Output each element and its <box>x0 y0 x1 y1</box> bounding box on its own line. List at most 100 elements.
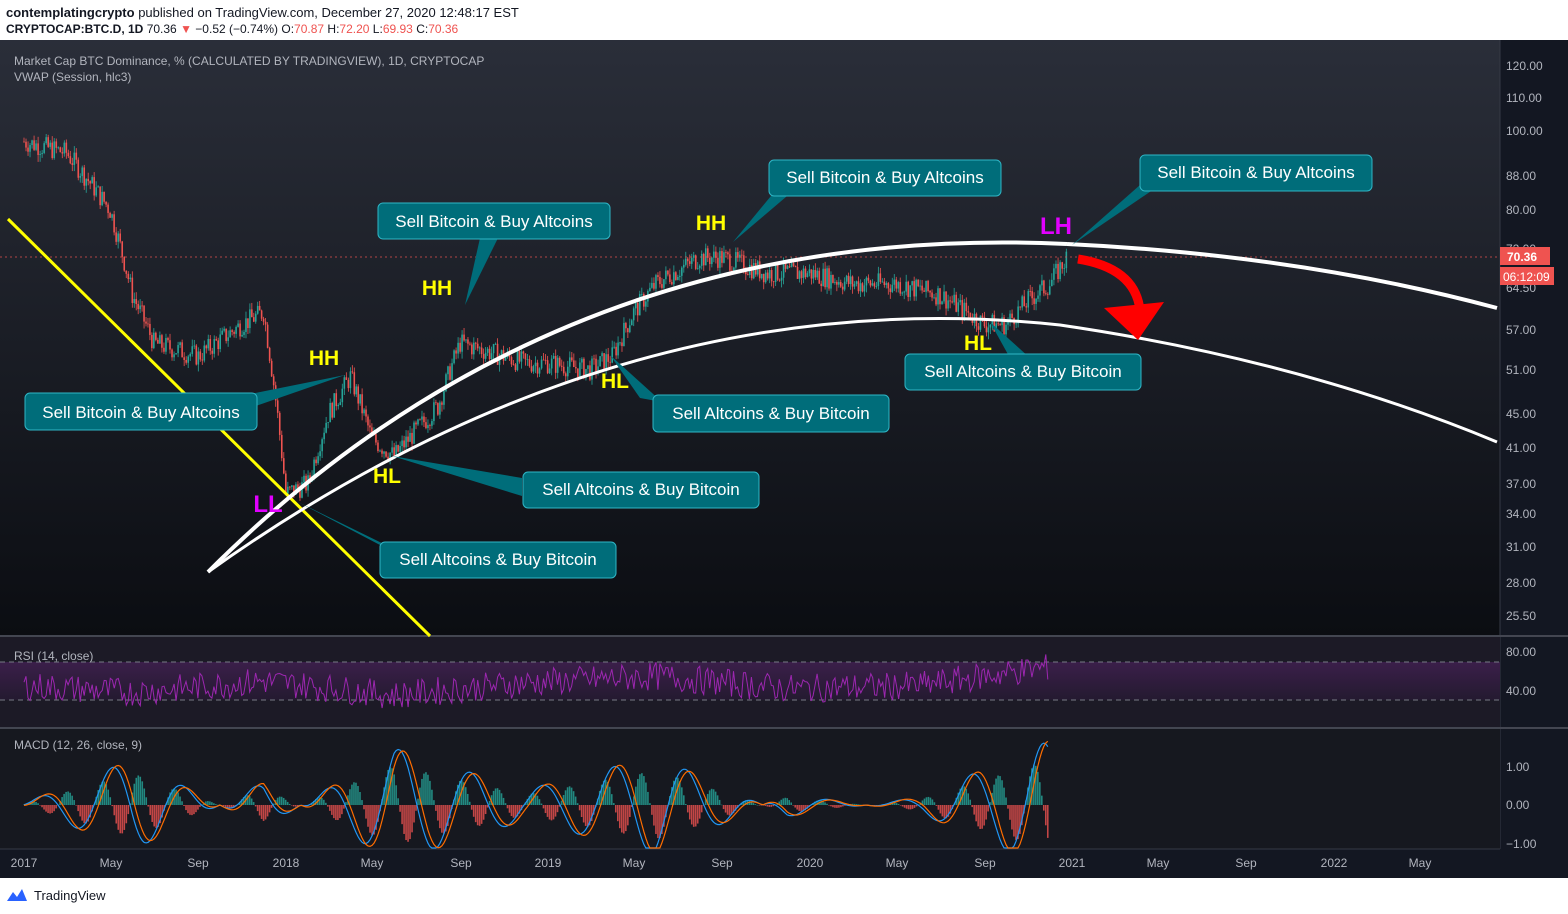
macd-bar <box>941 805 944 817</box>
candle-body <box>857 281 860 292</box>
upper-arc-left[interactable] <box>206 240 1068 574</box>
candle-body <box>496 343 499 365</box>
macd-bar <box>852 803 854 805</box>
candle-body <box>1029 291 1031 292</box>
macd-bar <box>353 782 355 805</box>
tradingview-logo[interactable]: TradingView <box>6 887 106 903</box>
macd-bar <box>985 805 987 820</box>
candle-body <box>571 357 573 361</box>
callout-sell-alt-1[interactable]: Sell Altcoins & Buy Bitcoin <box>904 353 1142 391</box>
upper-arc-right[interactable] <box>1066 242 1498 310</box>
candle-body <box>899 282 902 294</box>
candle-body <box>123 256 126 271</box>
time-label: Sep <box>1235 856 1257 870</box>
main-pane[interactable] <box>0 40 1500 636</box>
marker-lh: LH <box>1040 213 1072 240</box>
candle-body <box>983 317 986 327</box>
candle-body <box>264 321 267 325</box>
candle-body <box>937 288 939 305</box>
candle-body <box>111 214 113 218</box>
macd-bar <box>1015 805 1017 840</box>
macd-bar <box>427 774 429 805</box>
candle-body <box>401 440 403 447</box>
author-name[interactable]: contemplatingcrypto <box>6 5 135 20</box>
candle-body <box>546 360 549 374</box>
macd-bar <box>643 776 645 805</box>
macd-bar <box>836 805 838 808</box>
candle-body <box>832 274 834 283</box>
macd-bar <box>488 800 491 805</box>
candle-body <box>663 279 665 288</box>
macd-bar <box>949 805 952 814</box>
macd-bar <box>834 805 836 808</box>
macd-bar <box>341 805 343 815</box>
macd-bar <box>997 775 999 805</box>
macd-bar <box>139 776 142 805</box>
candle-body <box>339 402 342 406</box>
candle-body <box>786 266 789 269</box>
macd-bar <box>572 791 575 805</box>
price-scale[interactable] <box>1500 40 1568 878</box>
vwap-legend[interactable]: VWAP (Session, hlc3) <box>14 70 131 84</box>
time-axis[interactable] <box>0 849 1568 878</box>
macd-bar <box>989 802 991 805</box>
macd-legend[interactable]: MACD (12, 26, close, 9) <box>14 738 142 752</box>
candle-body <box>239 323 241 337</box>
macd-bar <box>335 805 337 820</box>
candle-body <box>830 274 832 289</box>
main-legend[interactable]: Market Cap BTC Dominance, % (CALCULATED … <box>14 54 484 68</box>
callout-sell-btc-1[interactable]: Sell Bitcoin & Buy Altcoins <box>768 159 1002 197</box>
candle-body <box>719 251 721 268</box>
candle-body <box>601 353 603 357</box>
candle-body <box>669 274 671 283</box>
callout-sell-btc-2[interactable]: Sell Bitcoin & Buy Altcoins <box>1139 154 1373 192</box>
candle-body <box>153 332 155 349</box>
macd-bar <box>262 805 265 821</box>
rsi-legend[interactable]: RSI (14, close) <box>14 649 93 663</box>
rsi-polyline <box>23 654 1049 709</box>
macd-bar <box>105 784 108 805</box>
current-price-tag[interactable] <box>1500 247 1550 265</box>
candle-body <box>556 357 559 373</box>
macd-bar <box>502 797 505 805</box>
chart-svg[interactable]: Sell Bitcoin & Buy Altcoins Sell Bitcoin… <box>0 40 1568 878</box>
macd-bar <box>706 793 709 805</box>
macd-pane[interactable] <box>0 729 1500 849</box>
candle-body <box>673 272 675 285</box>
lower-arc[interactable] <box>207 317 1498 574</box>
candle-body <box>260 310 263 319</box>
candle-body <box>917 279 919 287</box>
chart-area[interactable]: Sell Bitcoin & Buy Altcoins Sell Bitcoin… <box>0 40 1568 878</box>
macd-bar <box>417 798 419 805</box>
candle-body <box>629 325 631 333</box>
candle-body <box>141 305 143 307</box>
macd-bar <box>141 781 144 805</box>
macd-bar <box>449 805 451 819</box>
callout-sell-btc-3[interactable]: Sell Bitcoin & Buy Altcoins <box>377 202 611 240</box>
callout-sell-alt-2[interactable]: Sell Altcoins & Buy Bitcoin <box>652 394 890 433</box>
candle-body <box>905 281 908 292</box>
macd-bar <box>119 805 122 834</box>
macd-scale-label: −1.00 <box>1506 837 1537 851</box>
macd-bar <box>858 804 860 805</box>
callout-tail-7 <box>298 502 396 550</box>
callout-sell-alt-3[interactable]: Sell Altcoins & Buy Bitcoin <box>522 471 760 509</box>
candle-body <box>645 301 647 307</box>
macd-bar <box>228 805 231 809</box>
candle-body <box>47 137 49 147</box>
candle-body <box>171 349 173 358</box>
macd-bar <box>1037 771 1039 805</box>
candle-body <box>405 436 407 448</box>
red-arrow-icon[interactable] <box>1104 302 1164 340</box>
candle-body <box>774 263 777 282</box>
callout-sell-btc-4[interactable]: Sell Bitcoin & Buy Altcoins <box>24 392 258 431</box>
candle-body <box>758 261 761 279</box>
candle-body <box>747 274 749 276</box>
red-arrow-shaft[interactable] <box>1077 254 1145 311</box>
symbol-label[interactable]: CRYPTOCAP:BTC.D, 1D <box>6 22 144 36</box>
macd-bar <box>242 797 245 805</box>
candle-body <box>201 359 204 361</box>
candle-body <box>625 322 627 329</box>
callout-sell-alt-4[interactable]: Sell Altcoins & Buy Bitcoin <box>379 541 617 579</box>
candle-body <box>752 262 755 279</box>
